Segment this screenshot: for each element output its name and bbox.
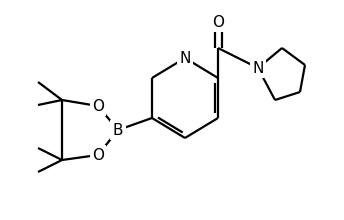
Text: N: N [252, 61, 264, 75]
Text: O: O [212, 15, 224, 29]
Text: O: O [92, 147, 104, 163]
Text: N: N [179, 51, 191, 66]
Text: B: B [113, 123, 123, 138]
Text: O: O [92, 99, 104, 114]
